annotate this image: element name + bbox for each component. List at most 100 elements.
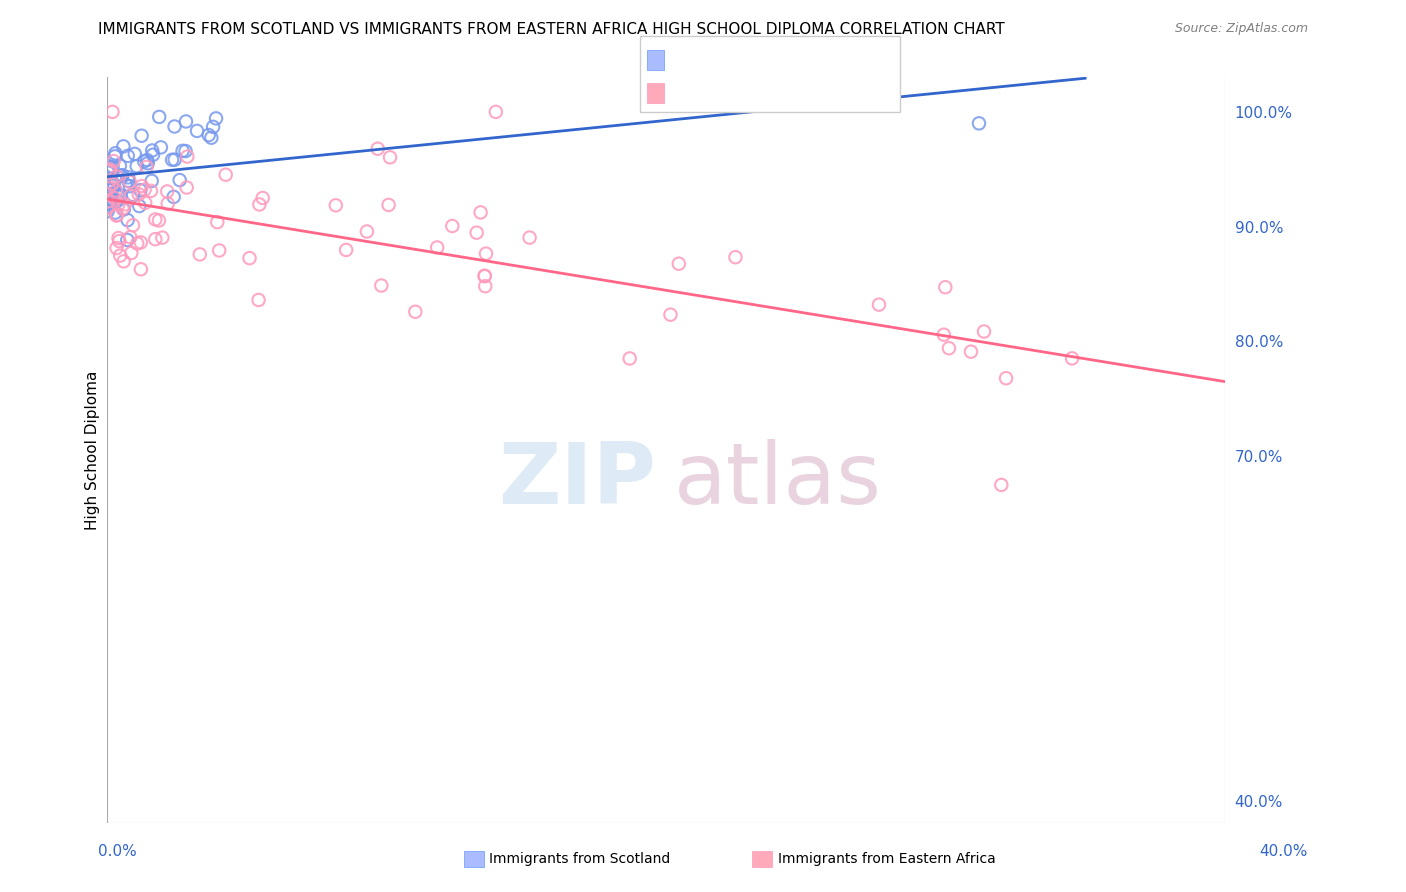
Point [197,128,219,142]
Point [103,154,125,169]
Point [200,130,222,145]
Point [205,112,228,126]
Text: R = -0.148   N = 82: R = -0.148 N = 82 [671,85,834,99]
Point [105,169,128,184]
Point [100,162,122,177]
Point [156,196,179,211]
Point [176,180,198,194]
Point [117,233,139,247]
Point [120,246,142,260]
Point [143,232,166,246]
Point [97,181,120,195]
Point [172,144,194,158]
Point [377,198,399,212]
Point [100,194,122,208]
Point [104,172,127,186]
Point [117,174,139,188]
Point [724,250,747,264]
Point [107,231,129,245]
Point [100,176,122,190]
Point [101,183,124,197]
Point [117,213,139,227]
Point [114,197,136,211]
Point [104,205,127,219]
Point [118,175,141,189]
Point [238,251,260,265]
Point [475,246,498,260]
Point [107,194,129,208]
Point [97,200,120,214]
Point [519,230,541,244]
Point [120,189,142,203]
Point [174,114,197,128]
Point [105,209,128,223]
Point [97,194,120,209]
Point [370,278,392,293]
Point [156,185,179,199]
Point [143,212,166,227]
Point [108,234,131,248]
Point [125,159,148,173]
Point [134,183,156,197]
Point [176,150,198,164]
Text: IMMIGRANTS FROM SCOTLAND VS IMMIGRANTS FROM EASTERN AFRICA HIGH SCHOOL DIPLOMA C: IMMIGRANTS FROM SCOTLAND VS IMMIGRANTS F… [98,22,1005,37]
Point [112,254,135,268]
Point [325,198,347,212]
Point [148,213,170,227]
Point [668,257,690,271]
Point [148,110,170,124]
Point [110,249,132,263]
Point [124,147,146,161]
Point [97,197,120,211]
Point [149,140,172,154]
Point [470,205,492,219]
Point [150,230,173,244]
Point [117,170,139,185]
Point [141,174,163,188]
Point [208,244,231,258]
Point [107,189,129,203]
Point [135,160,157,174]
Point [128,199,150,213]
Point [474,269,496,284]
Point [127,236,149,251]
Point [474,268,496,283]
Point [118,179,141,194]
Text: Source: ZipAtlas.com: Source: ZipAtlas.com [1174,22,1308,36]
Point [247,293,270,307]
Point [97,204,120,219]
Point [122,219,145,233]
Point [188,247,211,261]
Point [934,280,956,294]
Point [129,262,152,277]
Point [111,202,134,216]
Point [98,162,121,177]
Point [1062,351,1084,366]
Point [990,478,1012,492]
Text: 40.0%: 40.0% [1260,845,1308,859]
Point [134,154,156,169]
Point [108,188,131,202]
Text: ZIP: ZIP [498,439,655,522]
Point [107,197,129,211]
Point [141,144,163,158]
Point [100,189,122,203]
Point [485,104,508,119]
Point [104,149,127,163]
Point [112,139,135,153]
Point [465,226,488,240]
Point [202,120,225,134]
Point [111,168,134,182]
Point [207,215,229,229]
Point [104,184,127,198]
Point [97,200,120,214]
Point [103,178,125,193]
Point [129,235,152,250]
Point [335,243,357,257]
Point [114,178,136,192]
Point [378,150,401,164]
Point [659,308,682,322]
Point [441,219,464,233]
Point [98,195,121,210]
Point [104,146,127,161]
